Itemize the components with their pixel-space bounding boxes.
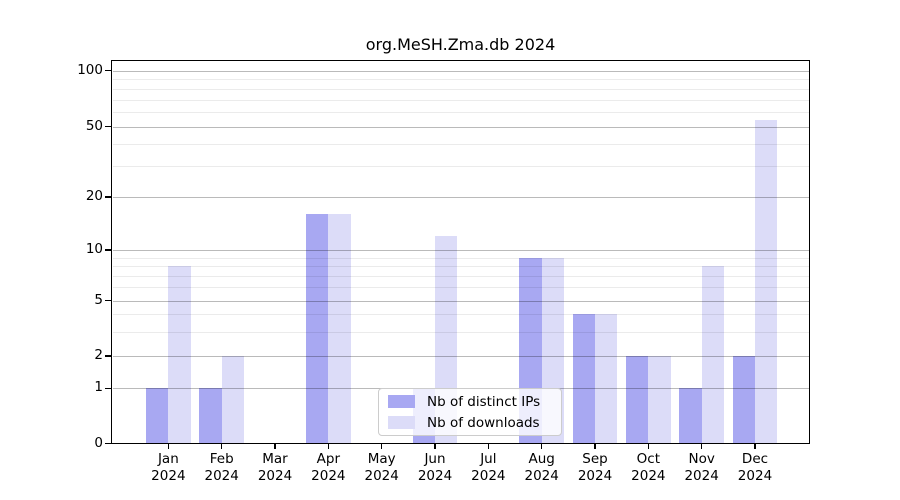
major-gridline — [112, 70, 809, 72]
x-tick-label: May 2024 — [364, 451, 399, 484]
x-tick-mark — [220, 444, 223, 449]
minor-gridline — [112, 88, 809, 90]
x-tick-mark — [487, 444, 490, 449]
minor-gridline — [112, 314, 809, 316]
bar-downloads — [648, 356, 671, 444]
bar-distinct-ips — [732, 356, 755, 444]
y-tick-mark — [105, 387, 111, 389]
bar-distinct-ips — [679, 388, 702, 444]
bar-downloads — [328, 214, 351, 444]
x-tick-mark — [274, 444, 276, 449]
x-tick-label: Jul 2024 — [471, 451, 506, 484]
legend-swatch-downloads — [388, 416, 415, 429]
bar-distinct-ips — [306, 214, 329, 444]
minor-gridline — [112, 266, 809, 268]
y-tick-mark — [105, 300, 111, 302]
x-tick-mark — [167, 444, 170, 449]
minor-gridline — [112, 99, 809, 101]
bar-distinct-ips — [572, 314, 595, 444]
legend-item-distinct-ips: Nb of distinct IPs — [388, 394, 561, 410]
minor-gridline — [112, 165, 809, 167]
x-tick-mark — [540, 444, 543, 449]
major-gridline — [112, 126, 809, 128]
major-gridline — [112, 250, 809, 251]
major-gridline — [112, 356, 809, 357]
minor-gridline — [112, 111, 809, 113]
bar-downloads — [701, 266, 724, 444]
y-tick-mark — [105, 196, 111, 198]
chart-title: org.MeSH.Zma.db 2024 — [365, 35, 556, 54]
legend-swatch-distinct-ips — [388, 395, 415, 408]
x-tick-label: Feb 2024 — [204, 451, 239, 484]
y-tick-label: 100 — [77, 61, 103, 78]
major-gridline — [112, 300, 809, 302]
y-tick-label: 1 — [94, 379, 103, 396]
x-tick-label: Jun 2024 — [417, 451, 453, 484]
bar-distinct-ips — [626, 356, 649, 444]
legend-item-downloads: Nb of downloads — [388, 415, 561, 431]
y-tick-label: 0 — [94, 434, 103, 451]
x-tick-label: Apr 2024 — [311, 451, 346, 484]
minor-gridline — [112, 143, 809, 145]
x-tick-mark — [380, 444, 383, 449]
x-tick-label: Nov 2024 — [684, 451, 719, 484]
y-tick-label: 2 — [94, 347, 103, 363]
x-tick-label: Aug 2024 — [524, 451, 559, 484]
x-tick-mark — [327, 444, 330, 449]
bar-distinct-ips — [146, 388, 169, 444]
y-tick-mark — [105, 126, 111, 128]
x-tick-mark — [647, 444, 650, 449]
minor-gridline — [112, 331, 809, 333]
minor-gridline — [112, 287, 809, 289]
x-tick-label: Jan 2024 — [151, 451, 186, 484]
y-tick-mark — [105, 355, 111, 357]
x-tick-label: Oct 2024 — [631, 451, 666, 484]
bar-downloads — [595, 314, 618, 444]
bar-downloads — [221, 356, 244, 444]
bar-downloads — [754, 120, 778, 444]
x-tick-label: Dec 2024 — [737, 451, 773, 484]
minor-gridline — [112, 79, 809, 81]
y-tick-label: 20 — [85, 188, 103, 204]
y-tick-label: 10 — [85, 241, 103, 257]
y-tick-label: 50 — [85, 117, 103, 134]
major-gridline — [112, 197, 809, 198]
x-tick-mark — [754, 444, 756, 449]
minor-gridline — [112, 257, 809, 259]
bar-downloads — [168, 266, 191, 444]
y-tick-label: 5 — [94, 291, 103, 308]
legend: Nb of distinct IPs Nb of downloads — [378, 388, 562, 436]
x-tick-mark — [700, 444, 703, 449]
y-tick-mark — [105, 442, 111, 445]
y-tick-mark — [105, 70, 111, 72]
x-tick-label: Sep 2024 — [577, 451, 613, 484]
y-tick-mark — [105, 249, 111, 251]
x-tick-mark — [434, 444, 436, 449]
legend-label-distinct-ips: Nb of distinct IPs — [427, 393, 541, 410]
bar-distinct-ips — [199, 388, 222, 444]
legend-label-downloads: Nb of downloads — [427, 414, 540, 431]
plot-frame — [110, 60, 810, 444]
minor-gridline — [112, 276, 809, 278]
x-tick-label: Mar 2024 — [257, 451, 293, 484]
x-tick-mark — [594, 444, 596, 449]
